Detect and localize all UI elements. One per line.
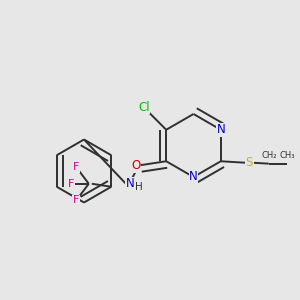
- Text: S: S: [246, 156, 253, 169]
- Text: F: F: [73, 162, 80, 172]
- Text: H: H: [135, 182, 143, 192]
- Text: Cl: Cl: [138, 101, 149, 114]
- Text: F: F: [73, 195, 80, 205]
- Text: O: O: [132, 159, 141, 172]
- Text: CH₃: CH₃: [279, 151, 295, 160]
- Text: F: F: [68, 179, 75, 189]
- Text: N: N: [126, 177, 135, 190]
- Text: N: N: [216, 123, 225, 136]
- Text: N: N: [189, 170, 198, 184]
- Text: CH₂: CH₂: [261, 151, 277, 160]
